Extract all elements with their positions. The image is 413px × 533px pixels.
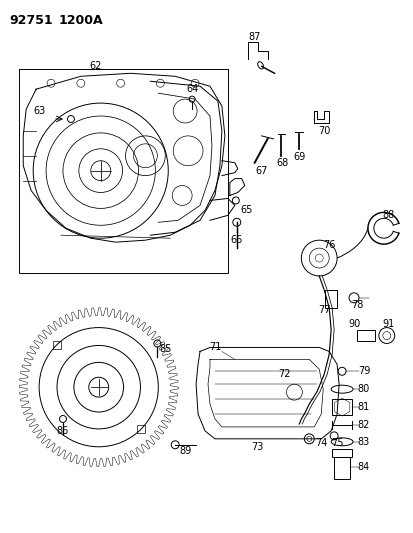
Bar [331, 399, 351, 415]
Text: 86: 86 [57, 426, 69, 436]
Text: 81: 81 [357, 402, 369, 412]
Text: 84: 84 [357, 462, 369, 472]
Text: 62: 62 [89, 61, 102, 71]
Text: 71: 71 [208, 343, 221, 352]
Text: 1200A: 1200A [59, 14, 103, 27]
Text: 78: 78 [350, 300, 362, 310]
Text: 70: 70 [317, 126, 330, 136]
Bar [331, 449, 351, 457]
Text: 67: 67 [255, 166, 267, 176]
Bar [325, 290, 336, 308]
Text: 79: 79 [357, 366, 369, 376]
Text: 68: 68 [276, 158, 288, 168]
Text: 76: 76 [322, 240, 335, 250]
Text: 91: 91 [382, 319, 394, 329]
Bar [52, 341, 60, 349]
Text: 69: 69 [292, 152, 305, 161]
Text: 64: 64 [185, 84, 198, 94]
Text: 85: 85 [159, 344, 171, 354]
Text: 89: 89 [178, 446, 191, 456]
Text: 63: 63 [33, 106, 45, 116]
Text: 65: 65 [240, 205, 252, 215]
Text: 82: 82 [357, 420, 369, 430]
Text: 80: 80 [357, 384, 369, 394]
Bar [333, 457, 349, 479]
Text: 83: 83 [357, 437, 369, 447]
Bar [137, 425, 145, 433]
Bar [19, 69, 227, 273]
Bar [356, 329, 374, 342]
Text: 87: 87 [248, 31, 260, 42]
Text: 74: 74 [314, 438, 327, 448]
Text: 90: 90 [347, 319, 359, 329]
Text: 75: 75 [330, 438, 342, 448]
Text: 77: 77 [317, 305, 330, 314]
Text: 88: 88 [382, 211, 394, 220]
Text: 66: 66 [230, 235, 242, 245]
Text: 92751: 92751 [9, 14, 53, 27]
Text: 73: 73 [251, 442, 263, 452]
Text: 72: 72 [278, 369, 290, 379]
